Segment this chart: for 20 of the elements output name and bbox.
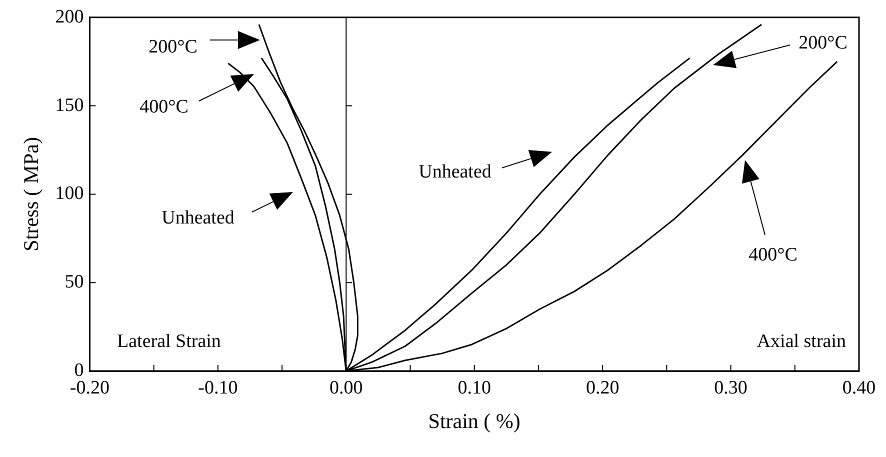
y-axis-title: Stress ( MPa)	[19, 137, 44, 252]
annotation: 200°C	[148, 36, 198, 58]
annotation: Unheated	[418, 162, 492, 182]
x-tick-label: -0.10	[198, 377, 238, 398]
x-tick-label: 0.20	[586, 377, 620, 398]
annotation: 400°C	[140, 96, 188, 118]
x-tick-label: 0.30	[714, 377, 748, 398]
x-tick-label: 0.00	[330, 377, 363, 398]
annotation: Lateral Strain	[117, 330, 222, 352]
annotation: 400°C	[748, 244, 798, 266]
annotation: Axial strain	[756, 330, 846, 352]
annotation: 200°C	[798, 32, 848, 54]
y-tick-label: 50	[64, 272, 84, 293]
y-tick-label: 100	[55, 183, 84, 204]
y-tick-label: 150	[55, 94, 84, 116]
x-axis-title: Strain ( %)	[428, 408, 520, 433]
x-tick-label: 0.40	[842, 377, 876, 398]
annotation: Unheated	[162, 208, 234, 228]
x-tick-label: 0.10	[458, 377, 491, 398]
y-tick-label: 200	[55, 6, 84, 28]
